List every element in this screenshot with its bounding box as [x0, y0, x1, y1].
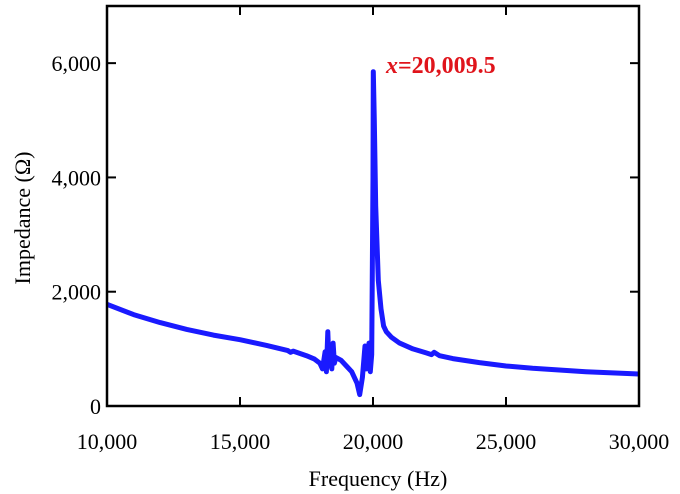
x-tick-label: 30,000	[609, 429, 670, 454]
x-axis-title: Frequency (Hz)	[309, 466, 448, 491]
x-tick-label: 25,000	[476, 429, 537, 454]
x-tick-label: 15,000	[210, 429, 271, 454]
peak-annotation-value: =20,009.5	[398, 53, 496, 79]
x-tick-label: 20,000	[343, 429, 404, 454]
y-axis: 0 2,000 4,000 6,000	[52, 51, 639, 419]
peak-annotation: x=20,009.5	[385, 53, 496, 79]
peak-annotation-prefix: x	[385, 53, 398, 79]
x-axis: 10,000 15,000 20,000 25,000 30,000	[77, 6, 670, 454]
y-tick-label: 6,000	[52, 51, 102, 76]
impedance-series-line	[107, 69, 639, 398]
x-tick-label: 10,000	[77, 429, 138, 454]
y-tick-label: 0	[90, 394, 101, 419]
y-tick-label: 2,000	[52, 280, 102, 305]
y-axis-title: Impedance (Ω)	[10, 152, 35, 285]
y-tick-label: 4,000	[52, 165, 102, 190]
